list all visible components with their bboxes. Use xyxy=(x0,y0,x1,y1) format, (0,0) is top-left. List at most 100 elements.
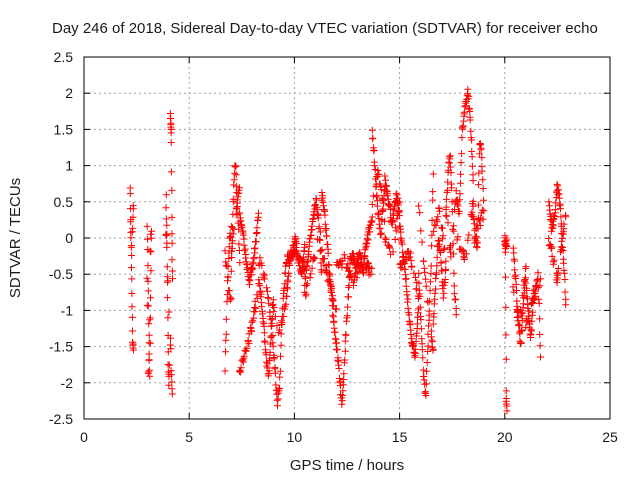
data-point xyxy=(545,198,553,206)
data-point xyxy=(457,159,465,167)
data-point xyxy=(428,338,436,346)
data-point xyxy=(422,275,430,283)
data-point xyxy=(420,257,428,265)
data-point xyxy=(242,251,250,258)
data-point xyxy=(371,162,379,170)
data-point xyxy=(400,259,408,267)
data-point xyxy=(468,136,476,144)
data-point xyxy=(308,226,316,233)
data-point xyxy=(444,186,451,194)
data-point xyxy=(144,287,152,295)
data-point xyxy=(368,213,376,221)
data-point xyxy=(449,225,457,233)
data-point xyxy=(448,184,456,192)
data-point xyxy=(478,167,486,175)
data-point xyxy=(446,163,454,171)
data-point xyxy=(129,346,137,354)
data-point xyxy=(251,244,259,252)
y-tick-label: -0.5 xyxy=(49,266,73,282)
data-point xyxy=(127,228,135,236)
y-tick-label: -2.5 xyxy=(49,411,73,427)
data-point xyxy=(392,227,400,235)
data-point xyxy=(368,126,376,134)
data-point xyxy=(502,241,510,249)
data-point xyxy=(302,282,310,290)
data-point xyxy=(146,372,154,380)
data-point xyxy=(450,250,458,258)
data-point xyxy=(523,287,531,294)
data-point xyxy=(407,257,415,264)
data-point xyxy=(416,292,424,300)
data-point xyxy=(230,176,238,184)
data-point xyxy=(302,274,310,282)
data-point xyxy=(465,92,473,100)
data-point xyxy=(476,140,484,148)
data-point xyxy=(146,314,154,322)
data-point xyxy=(324,249,332,257)
data-point xyxy=(416,303,424,311)
data-point xyxy=(389,217,397,225)
data-point xyxy=(167,119,175,127)
data-point xyxy=(344,303,352,311)
data-point xyxy=(265,367,273,375)
y-tick-label: 0.5 xyxy=(54,194,74,210)
data-point xyxy=(331,328,339,336)
data-point xyxy=(236,209,244,217)
data-point xyxy=(264,287,271,295)
data-point xyxy=(441,276,449,283)
data-point xyxy=(456,190,464,198)
data-point xyxy=(437,259,445,267)
data-point xyxy=(521,276,529,283)
data-point xyxy=(332,305,340,313)
data-point xyxy=(391,236,399,243)
data-point xyxy=(560,259,568,267)
data-point xyxy=(562,213,570,221)
data-point xyxy=(468,153,476,161)
data-point xyxy=(429,170,437,178)
data-point xyxy=(248,318,256,326)
data-point xyxy=(536,275,544,283)
x-tick-label: 15 xyxy=(392,429,408,445)
data-point xyxy=(269,342,277,350)
data-point xyxy=(128,264,135,272)
data-point xyxy=(432,274,440,282)
data-point xyxy=(369,135,377,143)
data-point xyxy=(147,234,155,242)
data-point xyxy=(458,150,466,158)
data-point xyxy=(269,308,277,316)
data-point xyxy=(145,331,153,339)
data-point xyxy=(245,340,253,348)
data-point xyxy=(293,239,301,247)
data-point xyxy=(261,338,269,346)
data-point xyxy=(223,262,231,270)
data-point xyxy=(479,176,487,184)
data-point xyxy=(325,261,333,269)
data-point xyxy=(367,270,375,278)
data-point xyxy=(345,283,352,291)
data-point xyxy=(252,230,260,237)
data-point xyxy=(430,310,438,318)
data-point xyxy=(412,285,420,293)
data-point xyxy=(260,322,268,330)
data-point xyxy=(128,275,136,283)
data-point xyxy=(277,352,284,360)
data-point xyxy=(390,206,398,214)
data-point xyxy=(257,290,265,298)
data-point xyxy=(266,348,274,356)
data-point xyxy=(247,271,255,279)
data-point xyxy=(502,387,510,395)
data-point xyxy=(316,228,324,236)
data-point xyxy=(468,208,476,216)
data-point xyxy=(423,359,431,366)
data-point xyxy=(232,162,240,170)
data-point xyxy=(407,249,415,257)
data-point xyxy=(397,228,405,236)
data-point xyxy=(561,288,569,296)
data-point xyxy=(258,262,266,269)
data-point xyxy=(382,176,389,184)
data-point xyxy=(389,248,397,256)
data-point xyxy=(256,282,264,290)
data-point xyxy=(550,256,558,264)
data-point xyxy=(536,282,544,290)
